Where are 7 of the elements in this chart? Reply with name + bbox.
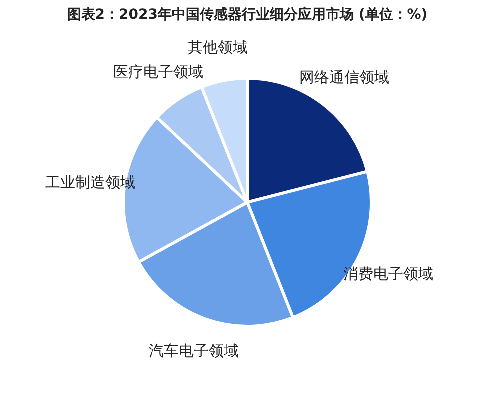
slice-label: 其他领域 [188, 38, 248, 56]
slice-label: 网络通信领域 [299, 68, 390, 87]
slice-label: 汽车电子领域 [148, 342, 239, 360]
slice-label: 工业制造领域 [46, 174, 136, 192]
chart-title: 图表2：2023年中国传感器行业细分应用市场 (单位：%) [67, 6, 428, 23]
slice-label: 医疗电子领域 [114, 62, 204, 81]
slice-label: 消费电子领域 [343, 265, 434, 284]
